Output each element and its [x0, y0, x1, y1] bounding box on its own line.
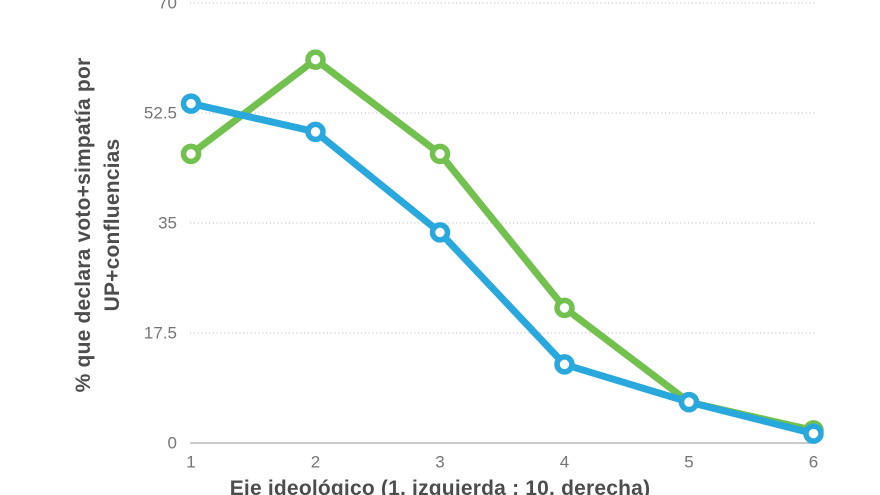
x-tick-label-5: 5	[684, 453, 693, 472]
blue-series-marker-x2	[305, 121, 326, 143]
x-tick-label-4: 4	[560, 453, 569, 472]
blue-series-marker-x4	[554, 354, 575, 375]
y-axis-title-line2: UP+confluencias	[101, 138, 124, 312]
x-tick-label-6: 6	[809, 453, 818, 472]
y-tick-label-0: 0	[168, 434, 177, 453]
y-tick-label-17.5: 17.5	[144, 324, 177, 343]
green-series-marker-x4	[554, 297, 575, 319]
y-axis-title-line1: % que declara voto+simpatía por	[72, 57, 95, 393]
blue-series-marker-x5	[678, 391, 700, 413]
x-tick-label-2: 2	[311, 453, 320, 472]
x-axis-title: Eje ideológico (1, izquierda ; 10, derec…	[229, 477, 651, 495]
blue-series-marker-x1	[180, 93, 202, 114]
green-series-marker-x3	[429, 143, 451, 165]
green-series-marker-x2	[305, 49, 326, 70]
x-tick-label-3: 3	[435, 453, 444, 472]
blue-series-line	[187, 100, 817, 438]
blue-series-marker-x3	[429, 222, 451, 243]
green-series-line	[187, 56, 817, 434]
green-series-marker-x1	[180, 143, 202, 165]
y-tick-label-52.5: 52.5	[144, 104, 177, 123]
y-tick-label-70: 70	[158, 0, 177, 13]
x-tick-label-1: 1	[186, 453, 195, 472]
blue-series-marker-x6	[803, 423, 824, 444]
y-axis-title: % que declara voto+simpatía por UP+confl…	[69, 15, 127, 435]
y-tick-label-35: 35	[158, 214, 177, 233]
